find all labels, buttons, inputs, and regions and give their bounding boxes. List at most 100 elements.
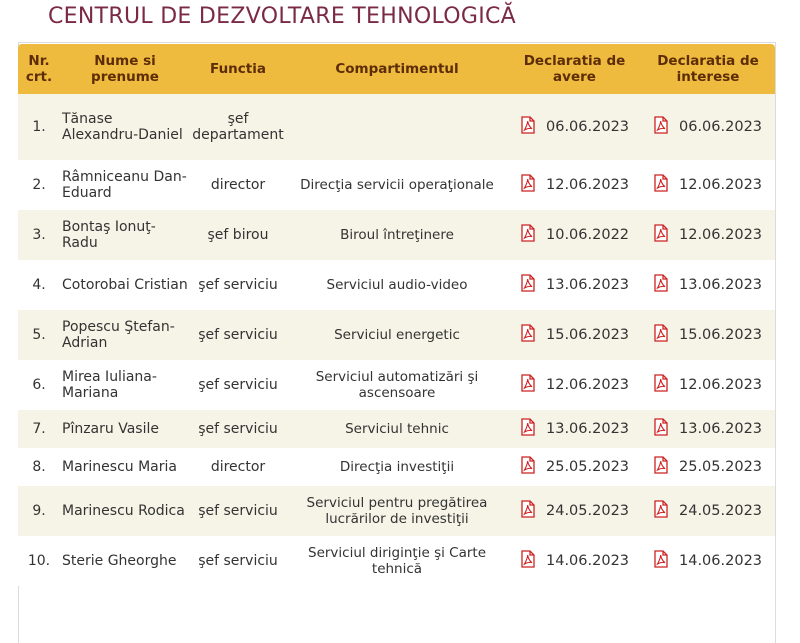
header-functia: Functia	[210, 61, 266, 77]
pdf-file-icon[interactable]	[653, 116, 669, 138]
pdf-file-icon[interactable]	[520, 418, 536, 440]
pdf-file-icon[interactable]	[653, 456, 669, 478]
pdf-file-icon[interactable]	[520, 174, 536, 196]
cell-functia: şef serviciu	[198, 277, 278, 293]
table-row: 10. Sterie Gheorghe şef serviciu Serviciul …	[18, 536, 775, 586]
cell-declaratia-avere: 12.06.2023	[508, 360, 641, 410]
cell-declaratia-avere: 12.06.2023	[508, 160, 641, 210]
cell-compartiment: Serviciul automatizări şi ascensoare	[315, 369, 479, 401]
declaration-date: 13.06.2023	[546, 421, 630, 437]
pdf-file-icon[interactable]	[520, 116, 536, 138]
cell-declaratia-interese: 13.06.2023	[641, 410, 775, 448]
cell-nr: 7.	[32, 421, 46, 437]
cell-declaratia-interese: 15.06.2023	[641, 310, 775, 360]
table-row: 2. Râmniceanu Dan-Eduard director Direcţia …	[18, 160, 775, 210]
pdf-file-icon[interactable]	[653, 324, 669, 346]
cell-functia: director	[210, 459, 266, 475]
pdf-file-icon[interactable]	[520, 374, 536, 396]
table-row: 3. Bontaş Ionuţ-Radu şef birou Biroul între…	[18, 210, 775, 260]
cell-compartiment: Serviciul pentru pregătirea lucrărilor d…	[306, 495, 488, 527]
header-row: Nr. crt. Nume si prenume Functia Compart…	[18, 44, 775, 94]
page-title: CENTRUL DE DEZVOLTARE TEHNOLOGICĂ	[48, 4, 517, 29]
declaration-date: 13.06.2023	[546, 277, 630, 293]
cell-declaratia-avere: 15.06.2023	[508, 310, 641, 360]
cell-nr: 2.	[32, 177, 46, 193]
header-compartiment: Compartimentul	[335, 61, 459, 77]
header-declaratia-avere: Declaratia de avere	[523, 53, 626, 85]
cell-compartiment: Biroul întreţinere	[340, 227, 454, 243]
pdf-file-icon[interactable]	[653, 550, 669, 572]
cell-functia: şef serviciu	[198, 553, 278, 569]
table-row: 8. Marinescu Maria director Direcţia invest…	[18, 448, 775, 486]
header-nume: Nume si prenume	[91, 53, 159, 85]
pdf-file-icon[interactable]	[520, 456, 536, 478]
cell-functia: şef serviciu	[198, 327, 278, 343]
cell-nr: 9.	[32, 503, 46, 519]
cell-declaratia-interese: 24.05.2023	[641, 486, 775, 536]
cell-declaratia-interese: 12.06.2023	[641, 160, 775, 210]
cell-nume: Tănase Alexandru-Daniel	[62, 111, 183, 143]
cell-nr: 8.	[32, 459, 46, 475]
cell-nume: Bontaş Ionuţ-Radu	[62, 219, 156, 251]
declaration-date: 25.05.2023	[546, 459, 630, 475]
header-declaratia-interese: Declaratia de interese	[657, 53, 759, 85]
pdf-file-icon[interactable]	[520, 500, 536, 522]
declaration-date: 14.06.2023	[546, 553, 630, 569]
pdf-file-icon[interactable]	[520, 274, 536, 296]
declaration-date: 12.06.2023	[679, 377, 763, 393]
cell-functia: director	[210, 177, 266, 193]
pdf-file-icon[interactable]	[520, 324, 536, 346]
cell-nume: Pînzaru Vasile	[62, 421, 159, 437]
cell-functia: şef birou	[207, 227, 269, 243]
cell-declaratia-avere: 25.05.2023	[508, 448, 641, 486]
cell-compartiment: Serviciul audio-video	[326, 277, 468, 293]
cell-declaratia-interese: 06.06.2023	[641, 94, 775, 160]
cell-compartiment: Direcţia investiţii	[339, 459, 455, 475]
table-row: 7. Pînzaru Vasile şef serviciu Serviciul te…	[18, 410, 775, 448]
table-header: Nr. crt. Nume si prenume Functia Compart…	[18, 44, 775, 94]
pdf-file-icon[interactable]	[520, 224, 536, 246]
cell-nume: Cotorobai Cristian	[62, 277, 188, 293]
cell-declaratia-avere: 10.06.2022	[508, 210, 641, 260]
table-row: 6. Mirea Iuliana-Mariana şef serviciu Servi…	[18, 360, 775, 410]
pdf-file-icon[interactable]	[653, 274, 669, 296]
pdf-file-icon[interactable]	[653, 500, 669, 522]
cell-declaratia-avere: 14.06.2023	[508, 536, 641, 586]
declarations-table: Nr. crt. Nume si prenume Functia Compart…	[18, 44, 775, 586]
cell-declaratia-interese: 25.05.2023	[641, 448, 775, 486]
table-body: 1. Tănase Alexandru-Daniel şef departament…	[18, 94, 775, 586]
cell-compartiment: Serviciul tehnic	[345, 421, 449, 437]
cell-declaratia-avere: 06.06.2023	[508, 94, 641, 160]
pdf-file-icon[interactable]	[653, 374, 669, 396]
cell-functia: şef departament	[192, 111, 284, 143]
declaration-date: 10.06.2022	[546, 227, 630, 243]
pdf-file-icon[interactable]	[653, 174, 669, 196]
cell-declaratia-interese: 12.06.2023	[641, 360, 775, 410]
cell-nume: Marinescu Rodica	[62, 503, 185, 519]
declaration-date: 06.06.2023	[679, 119, 763, 135]
header-nr: Nr. crt.	[25, 53, 53, 85]
table-row: 9. Marinescu Rodica şef serviciu Serviciul …	[18, 486, 775, 536]
pdf-file-icon[interactable]	[653, 224, 669, 246]
cell-nr: 6.	[32, 377, 46, 393]
declaration-date: 12.06.2023	[546, 177, 630, 193]
cell-compartiment: Direcţia servicii operaţionale	[300, 177, 494, 193]
cell-compartiment	[286, 94, 508, 160]
cell-nr: 1.	[32, 119, 46, 135]
cell-functia: şef serviciu	[198, 421, 278, 437]
cell-nr: 10.	[27, 553, 51, 569]
declaration-date: 15.06.2023	[679, 327, 763, 343]
cell-functia: şef serviciu	[198, 377, 278, 393]
cell-declaratia-avere: 13.06.2023	[508, 260, 641, 310]
declaration-date: 13.06.2023	[679, 421, 763, 437]
declaration-date: 24.05.2023	[546, 503, 630, 519]
pdf-file-icon[interactable]	[520, 550, 536, 572]
table-row: 4. Cotorobai Cristian şef serviciu Serviciu…	[18, 260, 775, 310]
declaration-date: 12.06.2023	[679, 177, 763, 193]
declaration-date: 12.06.2023	[546, 377, 630, 393]
cell-functia: şef serviciu	[198, 503, 278, 519]
cell-declaratia-interese: 13.06.2023	[641, 260, 775, 310]
cell-nume: Mirea Iuliana-Mariana	[62, 369, 157, 401]
pdf-file-icon[interactable]	[653, 418, 669, 440]
declaration-date: 06.06.2023	[546, 119, 630, 135]
